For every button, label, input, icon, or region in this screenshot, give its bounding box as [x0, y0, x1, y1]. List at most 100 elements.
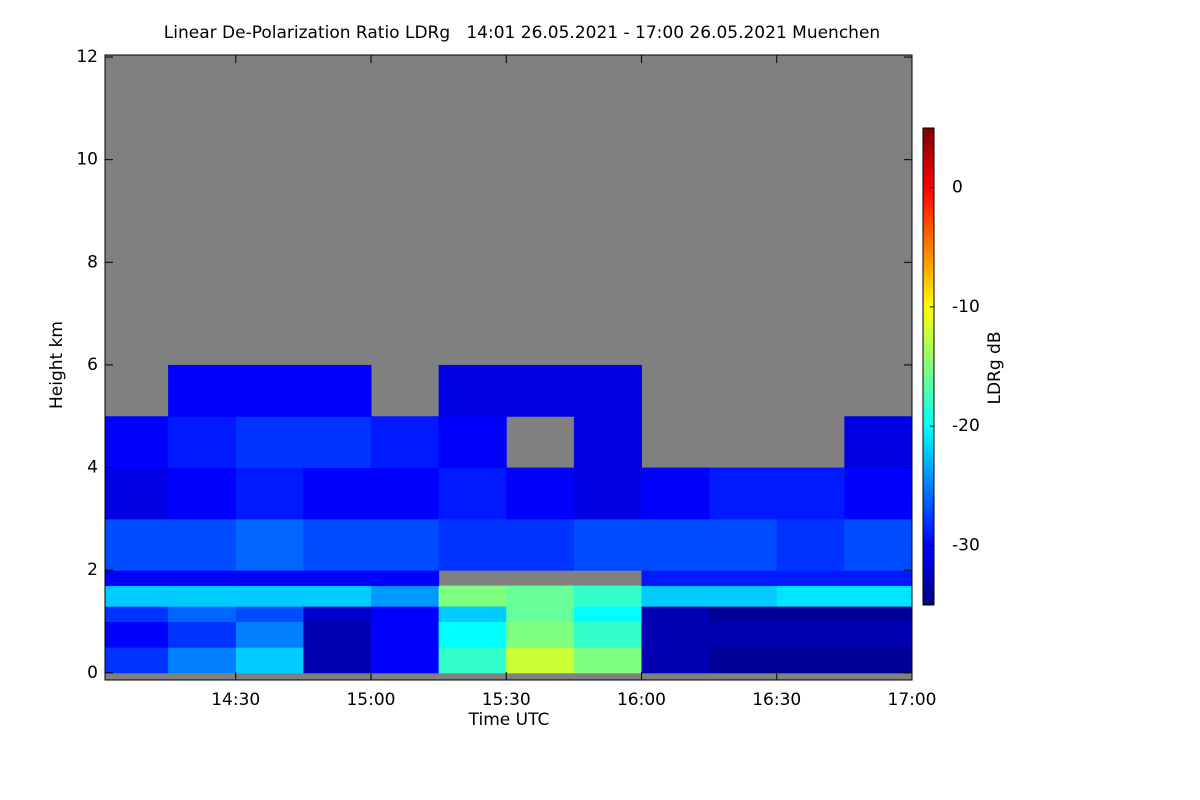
colorbar-slice [923, 541, 934, 546]
colorbar-slice [923, 207, 934, 212]
colorbar-slice [923, 593, 934, 598]
heatmap-cell [168, 621, 237, 648]
colorbar-slice [923, 147, 934, 153]
heatmap-cell [168, 467, 237, 520]
colorbar-slice [923, 465, 934, 471]
heatmap-cell [641, 467, 710, 520]
colorbar-tick-label: -10 [952, 297, 980, 317]
x-tick-label: 15:30 [482, 690, 531, 710]
colorbar-slice [923, 362, 934, 367]
heatmap-cell [235, 647, 304, 674]
colorbar-slice [923, 505, 934, 511]
colorbar-slice [923, 183, 934, 189]
heatmap-cell [641, 585, 710, 607]
colorbar-slice [923, 581, 934, 586]
heatmap-cell [641, 647, 710, 674]
heatmap-cell [303, 364, 372, 417]
colorbar-slice [923, 290, 934, 296]
colorbar-slice [923, 457, 934, 463]
colorbar-slice [923, 239, 934, 244]
colorbar-slice [923, 294, 934, 300]
colorbar-slice [923, 155, 934, 161]
heatmap-cell [573, 585, 642, 607]
colorbar-slice [923, 179, 934, 185]
heatmap-cell [573, 467, 642, 520]
colorbar-slice [923, 302, 934, 308]
heatmap-cell [303, 606, 372, 623]
colorbar-slice [923, 334, 934, 340]
colorbar-slice [923, 195, 934, 201]
heatmap-cell [168, 570, 237, 587]
heatmap-cell [776, 585, 845, 607]
colorbar-slice [923, 211, 934, 216]
heatmap-cell [168, 518, 237, 571]
colorbar-slice [923, 163, 934, 169]
heatmap-cell [438, 467, 507, 520]
colorbar-slice [923, 473, 934, 479]
colorbar-slice [923, 557, 934, 562]
colorbar-slice [923, 453, 934, 459]
colorbar-slice [923, 187, 934, 193]
colorbar-slice [923, 283, 934, 288]
heatmap-cell [235, 416, 304, 469]
colorbar-slice [923, 390, 934, 395]
colorbar-slice [923, 370, 934, 375]
heatmap-cell [370, 570, 440, 587]
colorbar-slice [923, 255, 934, 260]
colorbar-slice [923, 461, 934, 467]
colorbar-slice [923, 410, 934, 415]
colorbar-slice [923, 509, 934, 515]
heatmap-cell [303, 647, 372, 674]
heatmap-cell [235, 467, 304, 520]
heatmap-cell [776, 518, 845, 571]
heatmap-cell [168, 585, 237, 607]
heatmap-cell [370, 467, 440, 520]
colorbar-slice [923, 442, 934, 447]
colorbar-slice [923, 366, 934, 371]
heatmap-cell [370, 416, 440, 469]
colorbar-slice [923, 135, 934, 141]
heatmap-cell [370, 647, 440, 674]
colorbar-slice [923, 597, 934, 602]
colorbar-slice [923, 151, 934, 157]
heatmap-cell [438, 518, 507, 571]
y-tick-label: 2 [87, 560, 98, 580]
colorbar-slice [923, 322, 934, 328]
x-axis-label: Time UTC [468, 710, 550, 730]
heatmap-cell [235, 606, 304, 623]
colorbar-slice [923, 585, 934, 590]
colorbar-slice [923, 219, 934, 224]
heatmap-cell [573, 647, 642, 674]
colorbar-slice [923, 394, 934, 399]
chart-title: Linear De-Polarization Ratio LDRg 14:01 … [164, 23, 880, 43]
colorbar-slice [923, 565, 934, 570]
colorbar-slice [923, 446, 934, 451]
x-tick-label: 16:00 [617, 690, 666, 710]
heatmap-cell [105, 621, 169, 648]
y-tick-label: 4 [87, 458, 98, 478]
colorbar-slice [923, 485, 934, 491]
colorbar-slice [923, 418, 934, 423]
colorbar-slice [923, 215, 934, 220]
heatmap-cell [709, 585, 778, 607]
heatmap-cell [303, 621, 372, 648]
heatmap-cell [506, 621, 575, 648]
heatmap-cell [506, 467, 575, 520]
heatmap-cell [370, 621, 440, 648]
heatmap-cell [506, 606, 575, 623]
heatmap-cell [438, 585, 507, 607]
colorbar-slice [923, 601, 934, 606]
colorbar-slice [923, 422, 934, 427]
y-tick-label: 12 [76, 47, 98, 67]
heatmap-cell [776, 621, 845, 648]
colorbar-slice [923, 517, 934, 523]
colorbar-slice [923, 386, 934, 391]
colorbar-slice [923, 501, 934, 507]
heatmap-cell [709, 518, 778, 571]
colorbar-slice [923, 350, 934, 356]
heatmap-cell [776, 606, 845, 623]
colorbar-slice [923, 489, 934, 495]
colorbar-slice [923, 314, 934, 320]
heatmap-cell [105, 518, 169, 571]
colorbar-slice [923, 175, 934, 181]
